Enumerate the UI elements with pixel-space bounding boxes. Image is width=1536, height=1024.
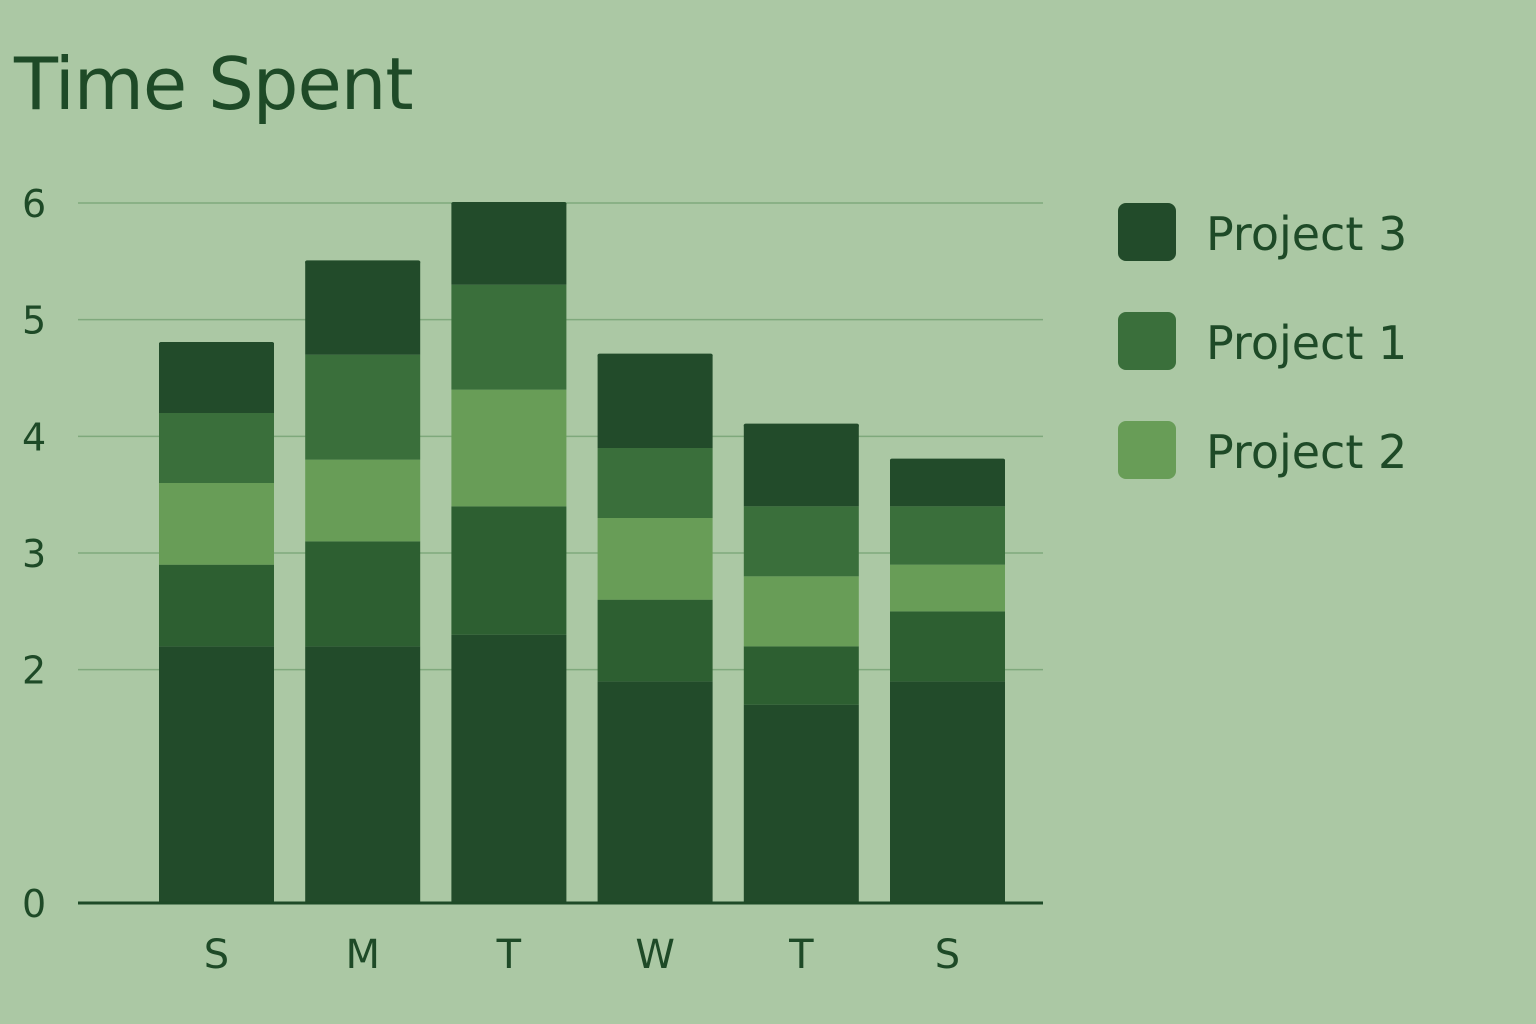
- bar-3-segment-4: [451, 284, 567, 390]
- bars: [159, 202, 1005, 903]
- bar-5-segment-4: [743, 506, 859, 577]
- y-tick-label-5: 5: [22, 299, 46, 343]
- bar-5: [743, 423, 859, 903]
- legend-swatch-2: [1118, 312, 1176, 370]
- bar-1: [159, 342, 274, 903]
- bar-6-segment-1: [890, 681, 1005, 903]
- chart-title: Time Spent: [14, 42, 414, 126]
- bar-4-segment-5: [597, 354, 713, 448]
- bar-4-segment-3: [597, 518, 713, 600]
- bar-3: [451, 202, 567, 903]
- bar-6-cap: [890, 458, 1005, 463]
- bar-1-cap: [159, 342, 274, 346]
- bar-5-segment-1: [743, 704, 859, 903]
- bar-1-segment-4: [159, 413, 274, 483]
- y-tick-label-4: 4: [22, 415, 46, 459]
- x-category-label-3: T: [496, 932, 522, 978]
- bar-4-cap: [597, 353, 713, 358]
- bar-1-segment-5: [159, 343, 274, 413]
- bar-4-segment-4: [597, 448, 713, 518]
- bar-6-segment-2: [890, 611, 1005, 682]
- x-category-label-4: W: [635, 932, 675, 978]
- bar-1-segment-3: [159, 483, 274, 565]
- bar-4-segment-1: [597, 681, 713, 903]
- bar-5-segment-2: [743, 646, 859, 705]
- bar-2-segment-3: [305, 459, 421, 542]
- bar-3-segment-5: [451, 203, 567, 285]
- legend-swatch-3: [1118, 421, 1176, 479]
- bar-2-segment-5: [305, 261, 421, 355]
- x-category-label-2: M: [345, 932, 380, 978]
- bar-2-cap: [305, 260, 421, 265]
- legend: Project 3 Project 1 Project 2: [1118, 203, 1407, 479]
- bar-5-segment-3: [743, 576, 859, 647]
- bar-6: [890, 458, 1005, 903]
- legend-label-1: Project 3: [1206, 207, 1407, 261]
- y-tick-label-3: 3: [22, 532, 46, 576]
- bar-6-segment-4: [890, 506, 1005, 565]
- bar-4: [597, 353, 713, 903]
- bar-2-segment-4: [305, 354, 421, 460]
- bar-1-segment-2: [159, 564, 274, 647]
- legend-swatch-1: [1118, 203, 1176, 261]
- y-tick-label-0: 0: [22, 882, 46, 926]
- x-category-label-5: T: [788, 932, 814, 978]
- x-category-label-1: S: [204, 932, 229, 978]
- bar-5-cap: [743, 423, 859, 428]
- bar-3-segment-3: [451, 389, 567, 507]
- bar-3-segment-1: [451, 634, 567, 903]
- bar-6-segment-3: [890, 564, 1005, 612]
- y-axis-ticks: 0 2 3 4 5 6: [22, 182, 46, 926]
- bar-3-cap: [451, 202, 567, 206]
- bar-6-segment-5: [890, 459, 1005, 507]
- bar-1-segment-1: [159, 646, 274, 903]
- bar-2: [305, 260, 421, 903]
- legend-label-3: Project 2: [1206, 425, 1407, 479]
- bar-3-segment-2: [451, 506, 567, 635]
- x-category-label-6: S: [935, 932, 960, 978]
- bar-2-segment-2: [305, 541, 421, 647]
- bar-2-segment-1: [305, 646, 421, 903]
- bar-5-segment-5: [743, 424, 859, 507]
- legend-label-2: Project 1: [1206, 316, 1407, 370]
- y-tick-label-2: 2: [22, 649, 46, 693]
- y-tick-label-6: 6: [22, 182, 46, 226]
- bar-4-segment-2: [597, 599, 713, 682]
